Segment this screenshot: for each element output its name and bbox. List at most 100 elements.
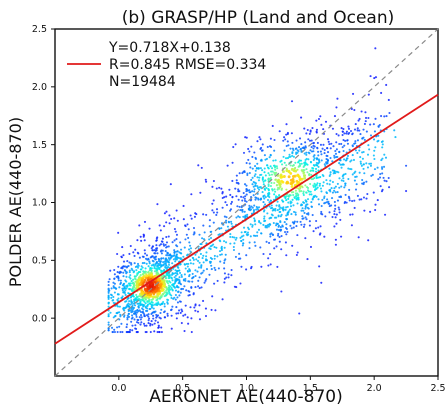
scatter-point [288, 153, 291, 156]
scatter-point [259, 138, 262, 141]
scatter-point [130, 300, 133, 303]
scatter-point [298, 312, 301, 315]
scatter-point [336, 191, 339, 194]
scatter-point [286, 133, 289, 136]
scatter-point [107, 321, 110, 324]
scatter-point [117, 293, 120, 296]
scatter-point [321, 198, 324, 201]
scatter-point [316, 164, 319, 167]
scatter-point [255, 208, 258, 211]
scatter-point [229, 235, 232, 239]
scatter-point [366, 192, 369, 196]
scatter-point [365, 162, 368, 165]
scatter-point [208, 273, 211, 276]
scatter-point [338, 142, 341, 146]
scatter-point [282, 206, 285, 209]
scatter-point [205, 255, 208, 258]
scatter-point [405, 164, 408, 167]
scatter-point [163, 260, 166, 263]
scatter-point [379, 173, 382, 176]
scatter-point [311, 126, 314, 130]
scatter-point [341, 130, 344, 133]
scatter-point [363, 122, 366, 125]
scatter-point [142, 270, 145, 273]
scatter-point [134, 248, 137, 251]
scatter-point [215, 187, 218, 190]
scatter-point [366, 153, 370, 156]
scatter-point [300, 209, 303, 212]
scatter-point [159, 282, 163, 286]
scatter-point [112, 286, 115, 289]
scatter-point [245, 200, 248, 203]
scatter-point [130, 263, 133, 266]
scatter-point [147, 319, 150, 322]
scatter-point [133, 286, 136, 289]
scatter-point [161, 284, 165, 288]
scatter-point [168, 214, 171, 217]
scatter-point [244, 136, 247, 139]
scatter-point [381, 140, 384, 143]
scatter-point [184, 313, 187, 316]
scatter-point [179, 257, 182, 260]
scatter-point [362, 196, 366, 199]
scatter-point [173, 250, 177, 253]
scatter-point [309, 245, 313, 249]
scatter-point [323, 152, 326, 155]
scatter-point [173, 227, 176, 231]
scatter-point [267, 172, 270, 175]
scatter-point [120, 255, 123, 258]
scatter-point [155, 286, 159, 289]
scatter-point [333, 154, 336, 157]
scatter-point [151, 255, 154, 258]
scatter-point [354, 170, 357, 173]
scatter-point [212, 179, 215, 183]
scatter-point [250, 178, 253, 181]
scatter-point [286, 140, 289, 143]
scatter-point [129, 277, 132, 280]
scatter-point [260, 197, 263, 200]
scatter-point [251, 167, 254, 170]
scatter-point [267, 167, 270, 170]
scatter-point [148, 317, 151, 320]
scatter-point [157, 257, 160, 261]
scatter-point [184, 279, 187, 282]
scatter-point [162, 293, 165, 296]
scatter-point [340, 166, 343, 169]
scatter-point [271, 188, 274, 191]
scatter-point [259, 167, 262, 170]
scatter-point [277, 229, 280, 232]
scatter-point [245, 184, 248, 187]
scatter-point [128, 276, 131, 279]
scatter-point [287, 144, 290, 147]
scatter-point [269, 199, 273, 202]
scatter-point [176, 278, 179, 281]
scatter-point [334, 216, 337, 219]
scatter-point [160, 294, 163, 297]
scatter-point [167, 260, 170, 263]
scatter-point [214, 268, 217, 272]
scatter-point [148, 293, 152, 297]
scatter-point [223, 215, 226, 218]
scatter-point [308, 220, 311, 223]
scatter-point [166, 252, 169, 255]
scatter-point [337, 134, 340, 137]
scatter-point [349, 213, 352, 216]
scatter-point [202, 224, 205, 227]
scatter-point [289, 164, 292, 167]
scatter-point [227, 273, 230, 276]
scatter-point [356, 129, 359, 132]
scatter-point [229, 193, 232, 196]
scatter-point [112, 295, 115, 299]
scatter-point [135, 321, 139, 324]
scatter-point [279, 221, 282, 224]
scatter-point [196, 310, 200, 313]
scatter-point [160, 249, 163, 252]
scatter-point [384, 213, 387, 216]
scatter-point [198, 261, 201, 264]
scatter-point [269, 184, 272, 188]
scatter-point [157, 277, 161, 281]
scatter-point [194, 309, 197, 312]
scatter-point [210, 308, 213, 311]
scatter-point [368, 162, 371, 165]
scatter-point [170, 327, 173, 330]
